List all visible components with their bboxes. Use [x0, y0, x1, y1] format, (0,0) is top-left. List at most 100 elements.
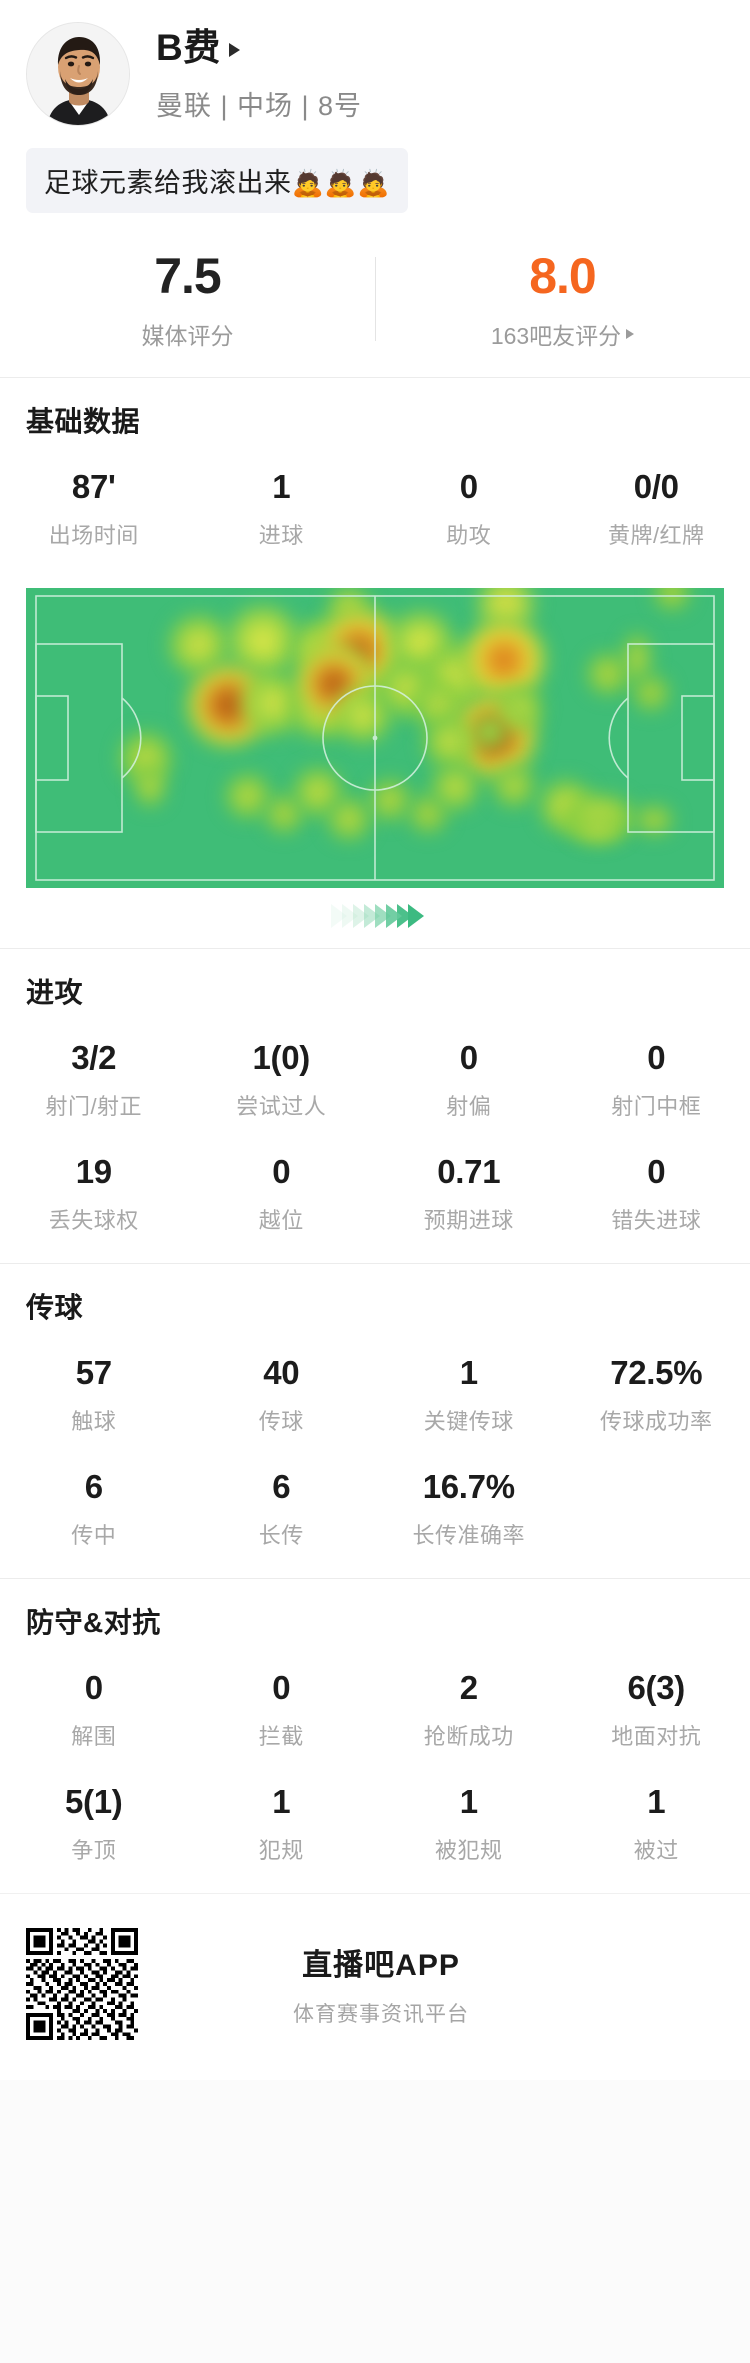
- stat-value: 3/2: [71, 1038, 117, 1076]
- stat-value: 0/0: [633, 468, 679, 505]
- avatar-image: [27, 23, 129, 125]
- stat-label: 关键传球: [423, 1408, 514, 1434]
- stat-label: 长传: [258, 1522, 304, 1548]
- stat-value: 16.7%: [422, 1467, 515, 1505]
- stat-value: 1(0): [252, 1038, 311, 1076]
- divider: [0, 377, 750, 378]
- stat-label: 争顶: [71, 1837, 117, 1863]
- stat-label: 尝试过人: [236, 1093, 327, 1119]
- stat-label: 丢失球权: [48, 1207, 139, 1233]
- ratings-row: 7.5 媒体评分 8.0 163吧友评分: [0, 213, 750, 377]
- stat-grid: 3/2 射门/射正 1(0) 尝试过人 0 射偏 0 射门中框 19 丢失球权 …: [0, 1015, 750, 1263]
- media-rating-label: 媒体评分: [141, 323, 234, 349]
- section-title: 基础数据: [26, 406, 141, 437]
- stat-cell: 1 犯规: [188, 1765, 376, 1879]
- comment-bubble[interactable]: 足球元素给我滚出来🙇🙇🙇: [26, 148, 409, 213]
- stat-cell: 5(1) 争顶: [0, 1765, 188, 1879]
- stat-value: 0.71: [437, 1152, 501, 1190]
- arrow-icon: [408, 903, 424, 928]
- stat-cell: 6 长传: [188, 1450, 376, 1564]
- arrow-icon: [331, 903, 347, 928]
- stat-cell: 1(0) 尝试过人: [188, 1021, 376, 1135]
- stat-value: 5(1): [65, 1782, 123, 1820]
- stat-cell: 0/0 黄牌/红牌: [563, 450, 750, 564]
- fan-rating[interactable]: 8.0 163吧友评分: [375, 251, 750, 351]
- stat-cell: 0 解围: [0, 1651, 188, 1765]
- fan-rating-label: 163吧友评分: [490, 323, 622, 349]
- stat-value: 1: [459, 1353, 478, 1391]
- player-meta: 曼联 | 中场 | 8号: [156, 90, 363, 121]
- stat-cell: 0 越位: [188, 1135, 376, 1249]
- stat-value: 2: [459, 1668, 478, 1706]
- stat-cell: 57 触球: [0, 1336, 188, 1450]
- bow-emoji: 🙇🙇🙇: [291, 168, 391, 198]
- stat-label: 被过: [633, 1837, 679, 1863]
- heatmap-section: [0, 577, 750, 948]
- stat-value: 6(3): [627, 1668, 686, 1706]
- media-rating-value: 7.5: [154, 248, 222, 304]
- section-basic: 基础数据 87' 出场时间 1 进球 0 助攻 0/0 黄牌/红牌: [0, 378, 750, 578]
- stat-value: 0: [84, 1668, 103, 1706]
- stat-value: 0: [647, 1038, 666, 1076]
- stat-value: 40: [263, 1353, 300, 1391]
- media-rating: 7.5 媒体评分: [0, 251, 375, 351]
- chevron-right-icon[interactable]: [626, 329, 635, 339]
- stat-label: 射偏: [446, 1093, 492, 1119]
- app-footer: 直播吧APP 体育赛事资讯平台: [0, 1892, 750, 2080]
- section-defense: 防守&对抗 0 解围 0 拦截 2 抢断成功 6(3) 地面对抗 5(1) 争顶: [0, 1578, 750, 1893]
- stat-cell: 6 传中: [0, 1450, 188, 1564]
- direction-arrows: [0, 887, 750, 948]
- footer-text: 直播吧APP 体育赛事资讯平台: [138, 1940, 724, 2028]
- arrow-icon: [342, 903, 358, 928]
- stat-grid: 0 解围 0 拦截 2 抢断成功 6(3) 地面对抗 5(1) 争顶 1 犯规: [0, 1645, 750, 1893]
- stat-value: 57: [75, 1353, 112, 1391]
- stat-label: 预期进球: [423, 1207, 514, 1233]
- stat-cell: 1 关键传球: [375, 1336, 563, 1450]
- stat-cell: 72.5% 传球成功率: [563, 1336, 750, 1450]
- stat-label: 传球: [258, 1408, 304, 1434]
- section-title: 传球: [26, 1291, 84, 1323]
- stat-label: 进球: [258, 522, 304, 548]
- stat-cell: 3/2 射门/射正: [0, 1021, 188, 1135]
- fan-rating-value: 8.0: [529, 248, 597, 304]
- stat-value: 0: [647, 1152, 666, 1190]
- stat-cell: 16.7% 长传准确率: [375, 1450, 563, 1564]
- stat-grid: 57 触球 40 传球 1 关键传球 72.5% 传球成功率 6 传中 6 长传: [0, 1330, 750, 1578]
- stat-cell: 1 被过: [563, 1765, 750, 1879]
- app-name: 直播吧APP: [302, 1948, 460, 1982]
- chevron-right-icon[interactable]: [228, 43, 240, 58]
- pitch-lines: [35, 595, 715, 881]
- stat-value: 0: [459, 1038, 478, 1076]
- stat-cell: 0 助攻: [375, 450, 563, 564]
- stat-label: 长传准确率: [412, 1522, 525, 1548]
- stat-cell: 1 被犯规: [375, 1765, 563, 1879]
- stat-label: 射门/射正: [45, 1093, 143, 1119]
- stat-label: 助攻: [446, 522, 492, 548]
- stat-cell: 0 射偏: [375, 1021, 563, 1135]
- arrow-icon: [386, 903, 402, 928]
- section-title: 防守&对抗: [26, 1606, 161, 1638]
- stat-value: 72.5%: [610, 1353, 703, 1391]
- stat-value: 1: [647, 1782, 666, 1820]
- heatmap-pitch[interactable]: [26, 587, 724, 888]
- stat-label: 触球: [71, 1408, 117, 1434]
- avatar[interactable]: [26, 22, 130, 126]
- stat-cell: 0 拦截: [188, 1651, 376, 1765]
- stat-label: 射门中框: [611, 1093, 702, 1119]
- stat-cell: 0.71 预期进球: [375, 1135, 563, 1249]
- section-passing: 传球 57 触球 40 传球 1 关键传球 72.5% 传球成功率 6 传中: [0, 1263, 750, 1578]
- stat-cell-empty: [563, 1450, 750, 1564]
- stat-cell: 1 进球: [188, 450, 376, 564]
- page-title: B费: [156, 27, 221, 68]
- stat-label: 犯规: [258, 1837, 304, 1863]
- stat-value: 6: [272, 1467, 291, 1505]
- divider: [0, 947, 750, 949]
- qr-code[interactable]: [26, 1927, 138, 2040]
- stat-value: 87': [71, 468, 116, 505]
- stat-value: 19: [75, 1152, 112, 1190]
- section-title: 进攻: [26, 976, 84, 1008]
- stat-label: 传中: [71, 1522, 117, 1548]
- comment-text: 足球元素给我滚出来: [44, 168, 292, 198]
- stat-value: 1: [272, 468, 291, 505]
- stat-label: 地面对抗: [611, 1723, 702, 1749]
